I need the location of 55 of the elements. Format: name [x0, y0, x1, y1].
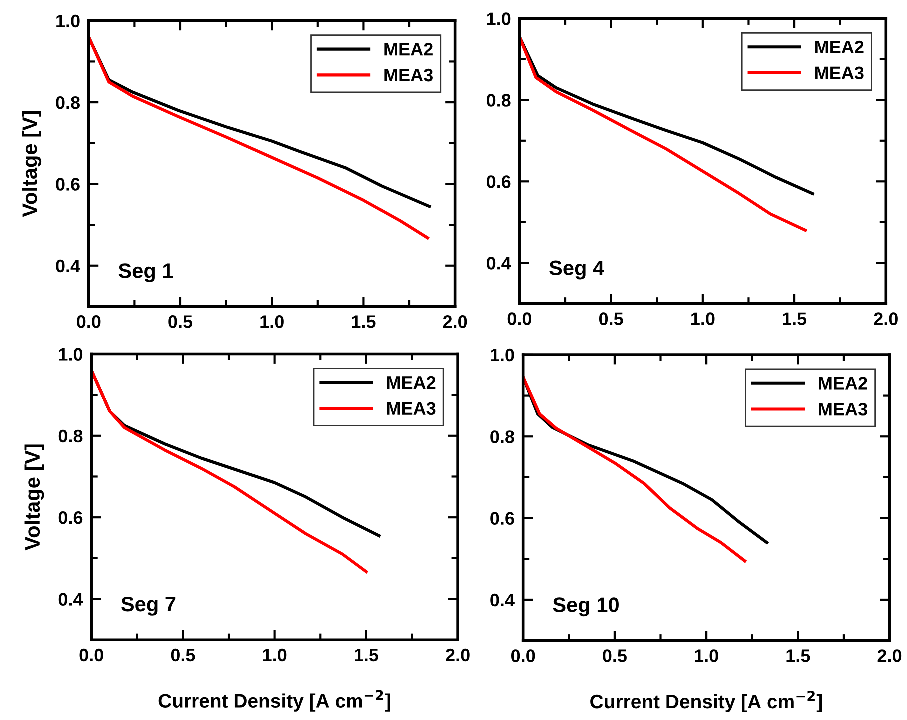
legend-label: MEA3 [819, 402, 868, 416]
y-tick-label: 0.8 [486, 94, 511, 107]
x-tick-label: 0.0 [508, 312, 532, 326]
y-tick-label: 0.4 [56, 260, 80, 273]
legend-label: MEA3 [384, 68, 433, 82]
x-tick-label: 0.0 [512, 650, 536, 662]
y-tick-label: 0.6 [490, 512, 514, 526]
annotation: Seg 10 [553, 598, 619, 617]
x-tick-label: 2.0 [878, 650, 902, 662]
y-tick-label: 1.0 [56, 14, 80, 28]
legend-label: MEA2 [816, 40, 864, 54]
x-tick-label: 1.0 [692, 312, 715, 326]
x-tick-label: 2.0 [874, 312, 898, 326]
y-tick-label: 0.8 [56, 96, 80, 110]
x-tick-label: 0.0 [80, 648, 104, 662]
x-axis-title: Current Density [A cm$^{−2}$] [158, 690, 390, 712]
y-axis-title: Voltage [V] [22, 111, 42, 218]
annotation: Seg 7 [122, 596, 176, 616]
y-tick-label: 0.8 [490, 430, 514, 444]
legend-label: MEA2 [384, 43, 433, 56]
annotation: Seg 4 [550, 260, 604, 280]
legend-label: MEA2 [387, 376, 436, 389]
x-tick-label: 1.5 [786, 650, 810, 662]
x-tick-label: 0.5 [168, 316, 193, 328]
y-tick-label: 0.4 [490, 594, 515, 607]
legend-label: MEA3 [387, 402, 436, 416]
annotation: Seg 1 [118, 264, 174, 283]
x-tick-label: 0.5 [603, 650, 627, 662]
y-tick-label: 0.4 [58, 593, 84, 606]
legend-label: MEA3 [816, 66, 864, 80]
y-tick-label: 1.0 [487, 12, 511, 26]
y-tick-label: 1.0 [491, 348, 514, 362]
line-series [520, 36, 808, 232]
y-tick-label: 0.8 [58, 430, 83, 443]
x-tick-label: 0.0 [77, 316, 101, 328]
x-tick-label: 1.0 [260, 316, 284, 328]
x-tick-label: 2.0 [443, 316, 468, 328]
y-tick-label: 0.6 [486, 176, 511, 188]
x-tick-label: 1.0 [695, 650, 718, 662]
y-tick-label: 1.0 [59, 348, 83, 361]
y-tick-label: 0.4 [486, 257, 512, 270]
y-tick-label: 0.6 [56, 178, 80, 191]
x-tick-label: 1.5 [355, 649, 378, 662]
x-tick-label: 0.5 [599, 312, 624, 326]
x-tick-label: 2.0 [446, 648, 470, 662]
x-axis-title: Current Density [A cm$^{−2}$] [590, 690, 822, 713]
y-axis-title: Voltage [V] [24, 444, 44, 551]
x-tick-label: 1.0 [263, 648, 287, 662]
x-tick-label: 0.5 [171, 648, 196, 662]
line-series [523, 376, 747, 563]
x-tick-label: 1.5 [352, 316, 376, 328]
x-tick-label: 1.5 [783, 312, 807, 326]
y-tick-label: 0.6 [58, 512, 83, 524]
legend-label: MEA2 [819, 377, 868, 390]
line-series [92, 369, 368, 574]
